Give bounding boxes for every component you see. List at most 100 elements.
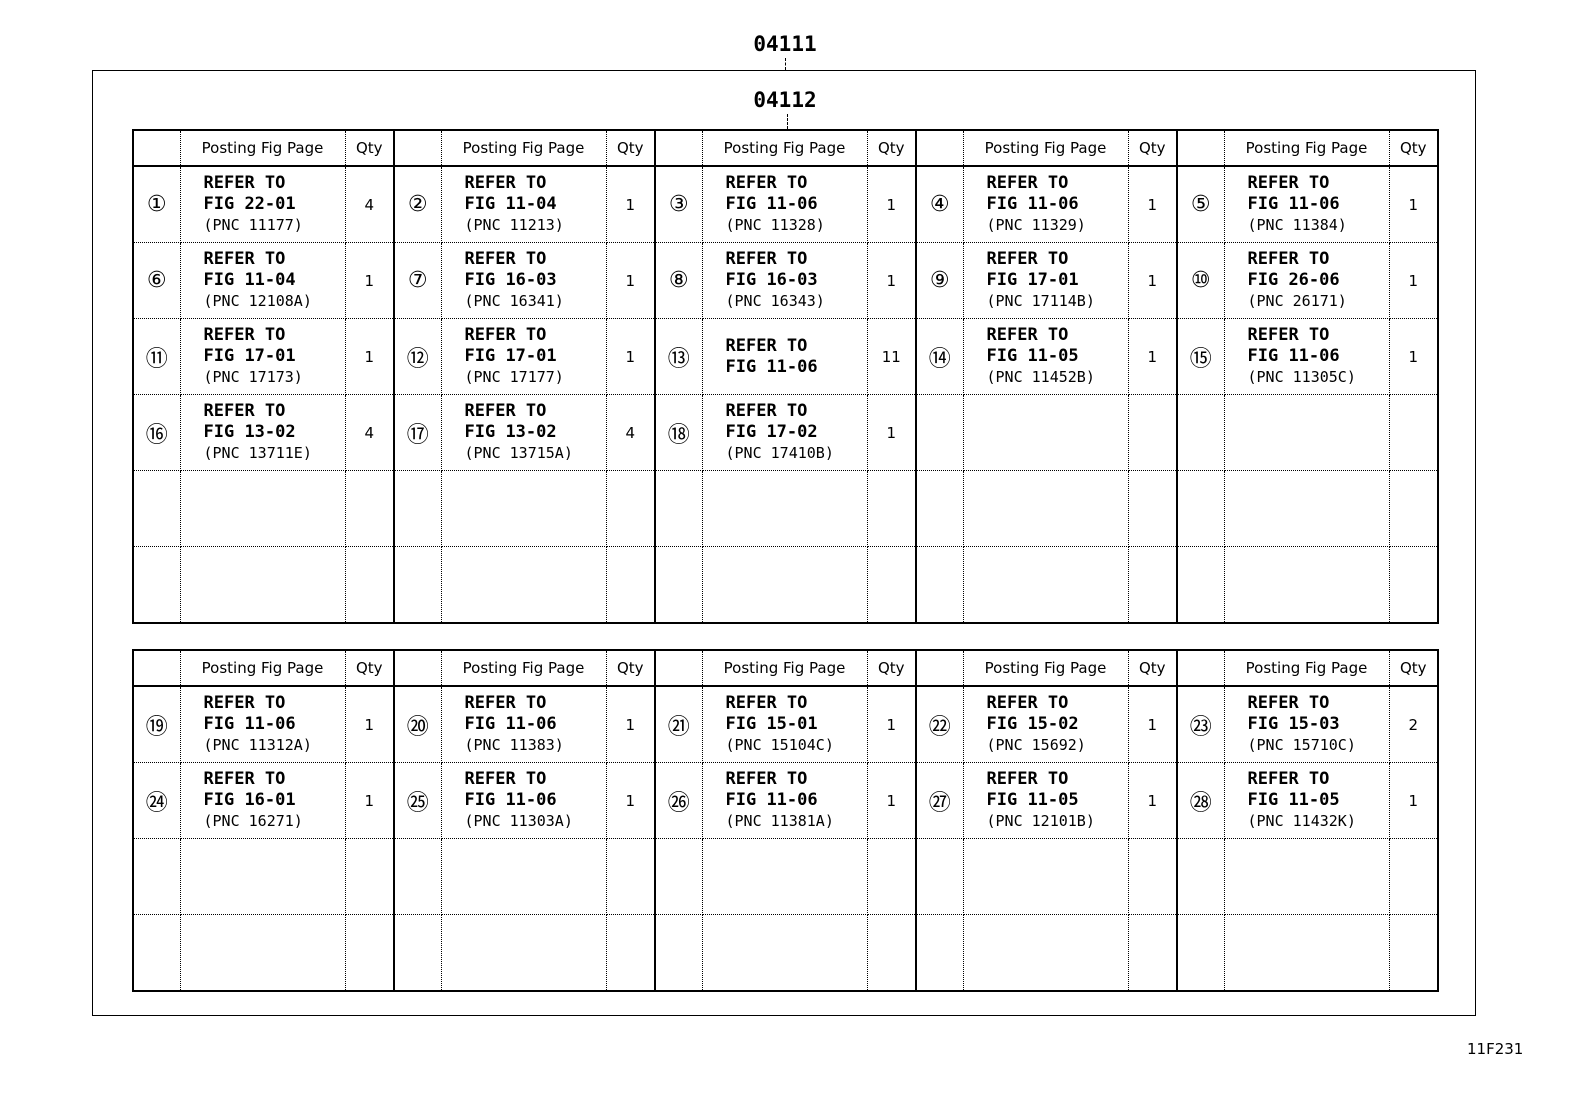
posting-reference[interactable]: REFER TO FIG 11-05 (PNC 11452B) [962, 318, 1129, 395]
empty-cell [605, 546, 656, 624]
posting-reference[interactable]: REFER TO FIG 17-02 (PNC 17410B) [701, 394, 868, 471]
posting-reference[interactable]: REFER TO FIG 11-05 (PNC 12101B) [962, 762, 1129, 839]
posting-reference[interactable]: REFER TO FIG 11-04 (PNC 11213) [440, 165, 607, 243]
empty-cell [1127, 470, 1178, 547]
posting-reference[interactable]: REFER TO FIG 16-03 (PNC 16343) [701, 242, 868, 319]
refer-text: REFER TO [203, 693, 286, 713]
pnc-code: (PNC 11452B) [986, 368, 1095, 386]
header-number [393, 649, 442, 687]
pnc-code: (PNC 17177) [464, 368, 564, 386]
posting-reference[interactable]: REFER TO FIG 11-06 (PNC 11329) [962, 165, 1129, 243]
posting-reference[interactable]: REFER TO FIG 11-06 (PNC 11381A) [701, 762, 868, 839]
empty-cell [1223, 394, 1390, 471]
posting-reference[interactable]: REFER TO FIG 22-01 (PNC 11177) [179, 165, 346, 243]
posting-reference[interactable]: REFER TO FIG 11-05 (PNC 11432K) [1223, 762, 1390, 839]
posting-reference[interactable]: REFER TO FIG 11-06 (PNC 11384) [1223, 165, 1390, 243]
empty-cell [866, 546, 917, 624]
pnc-code: (PNC 13715A) [464, 444, 573, 462]
empty-cell [701, 470, 868, 547]
item-number: ⑳ [393, 685, 442, 763]
fig-page: FIG 15-02 [986, 714, 1079, 734]
item-number: ⑪ [132, 318, 181, 395]
quantity: 11 [866, 318, 917, 395]
pnc-code: (PNC 17173) [203, 368, 303, 386]
empty-cell [179, 546, 346, 624]
refer-text: REFER TO [1247, 769, 1330, 789]
posting-reference[interactable]: REFER TO FIG 16-03 (PNC 16341) [440, 242, 607, 319]
item-number: ⑫ [393, 318, 442, 395]
pnc-code: (PNC 11312A) [203, 736, 312, 754]
header-qty: Qty [1127, 129, 1178, 167]
item-number: ㉒ [915, 685, 964, 763]
empty-cell [654, 546, 703, 624]
empty-cell [915, 914, 964, 992]
refer-text: REFER TO [203, 325, 286, 345]
quantity: 1 [866, 685, 917, 763]
empty-cell [866, 470, 917, 547]
quantity: 1 [1388, 318, 1439, 395]
empty-cell [915, 838, 964, 915]
refer-text: REFER TO [986, 173, 1069, 193]
header-posting: Posting Fig Page [1223, 129, 1390, 167]
posting-reference[interactable]: REFER TO FIG 11-06 (PNC 11328) [701, 165, 868, 243]
empty-cell [654, 914, 703, 992]
empty-cell [962, 914, 1129, 992]
leader-line [785, 58, 786, 70]
header-row: Posting Fig Page Qty Posting Fig Page Qty Po… [132, 649, 1439, 687]
empty-cell [132, 838, 181, 915]
posting-reference[interactable]: REFER TO FIG 13-02 (PNC 13711E) [179, 394, 346, 471]
empty-cell [1127, 914, 1178, 992]
refer-text: REFER TO [725, 249, 808, 269]
quantity: 4 [344, 394, 395, 471]
posting-reference[interactable]: REFER TO FIG 17-01 (PNC 17114B) [962, 242, 1129, 319]
item-number: ⑲ [132, 685, 181, 763]
posting-reference[interactable]: REFER TO FIG 15-02 (PNC 15692) [962, 685, 1129, 763]
refer-text: REFER TO [203, 401, 286, 421]
header-posting: Posting Fig Page [962, 649, 1129, 687]
refer-text: REFER TO [464, 249, 547, 269]
fig-page: FIG 17-01 [203, 346, 296, 366]
posting-reference[interactable]: REFER TO FIG 17-01 (PNC 17173) [179, 318, 346, 395]
item-number: ⑯ [132, 394, 181, 471]
empty-cell [440, 914, 607, 992]
fig-page: FIG 11-05 [986, 790, 1079, 810]
posting-reference[interactable]: REFER TO FIG 11-06 [701, 318, 868, 395]
posting-reference[interactable]: REFER TO FIG 11-06 (PNC 11312A) [179, 685, 346, 763]
header-number [654, 129, 703, 167]
fig-page: FIG 17-01 [986, 270, 1079, 290]
item-number: ㉕ [393, 762, 442, 839]
fig-page: FIG 11-06 [725, 356, 818, 377]
posting-reference[interactable]: REFER TO FIG 17-01 (PNC 17177) [440, 318, 607, 395]
header-posting: Posting Fig Page [179, 649, 346, 687]
posting-reference[interactable]: REFER TO FIG 13-02 (PNC 13715A) [440, 394, 607, 471]
posting-reference[interactable]: REFER TO FIG 26-06 (PNC 26171) [1223, 242, 1390, 319]
empty-cell [1176, 914, 1225, 992]
refer-text: REFER TO [203, 249, 286, 269]
fig-page: FIG 15-03 [1247, 714, 1340, 734]
quantity: 4 [605, 394, 656, 471]
empty-cell [132, 914, 181, 992]
fig-page: FIG 11-06 [1247, 194, 1340, 214]
pnc-code: (PNC 17114B) [986, 292, 1095, 310]
fig-page: FIG 11-06 [464, 714, 557, 734]
fig-page: FIG 11-06 [464, 790, 557, 810]
posting-reference[interactable]: REFER TO FIG 11-06 (PNC 11383) [440, 685, 607, 763]
empty-cell [179, 914, 346, 992]
fig-page: FIG 17-01 [464, 346, 557, 366]
refer-text: REFER TO [986, 693, 1069, 713]
header-qty: Qty [344, 649, 395, 687]
fig-page: FIG 11-06 [986, 194, 1079, 214]
item-number: ⑧ [654, 242, 703, 319]
assembly-frame [92, 70, 1476, 1016]
item-number: ㉔ [132, 762, 181, 839]
fig-page: FIG 11-04 [464, 194, 557, 214]
item-number: ⑨ [915, 242, 964, 319]
posting-reference[interactable]: REFER TO FIG 15-01 (PNC 15104C) [701, 685, 868, 763]
posting-reference[interactable]: REFER TO FIG 11-04 (PNC 12108A) [179, 242, 346, 319]
empty-cell [179, 470, 346, 547]
empty-cell [440, 838, 607, 915]
posting-reference[interactable]: REFER TO FIG 11-06 (PNC 11303A) [440, 762, 607, 839]
posting-reference[interactable]: REFER TO FIG 16-01 (PNC 16271) [179, 762, 346, 839]
posting-reference[interactable]: REFER TO FIG 15-03 (PNC 15710C) [1223, 685, 1390, 763]
posting-reference[interactable]: REFER TO FIG 11-06 (PNC 11305C) [1223, 318, 1390, 395]
